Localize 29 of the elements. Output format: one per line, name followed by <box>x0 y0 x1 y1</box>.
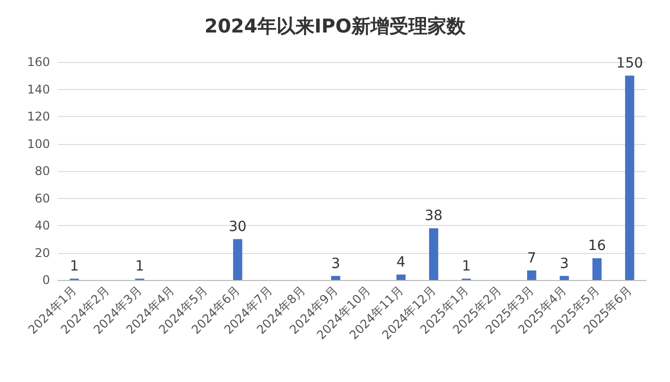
data-label: 30 <box>228 219 247 236</box>
data-label: 16 <box>588 238 606 254</box>
y-tick-label: 100 <box>27 136 50 151</box>
y-tick-label: 140 <box>27 82 50 96</box>
data-label: 1 <box>70 258 79 275</box>
y-tick-label: 0 <box>42 273 50 287</box>
data-label: 1 <box>135 258 144 275</box>
data-label: 7 <box>527 250 536 266</box>
data-label: 3 <box>331 256 340 272</box>
bar <box>527 270 536 280</box>
data-label: 3 <box>560 256 569 272</box>
y-tick-label: 80 <box>34 164 50 178</box>
y-tick-label: 40 <box>34 218 50 232</box>
bar <box>396 274 406 280</box>
chart-title: 2024年以来IPO新增受理家数 <box>204 16 467 38</box>
data-label: 1 <box>462 258 471 275</box>
data-label: 38 <box>424 208 443 224</box>
y-tick-label: 20 <box>34 246 50 260</box>
y-tick-label: 120 <box>27 110 50 124</box>
y-tick-label: 60 <box>34 191 50 206</box>
bar <box>429 228 438 280</box>
bar <box>592 258 602 280</box>
data-label: 150 <box>616 56 644 72</box>
bar <box>560 276 569 280</box>
y-tick-label: 160 <box>27 55 50 69</box>
bar <box>331 276 340 280</box>
data-label: 4 <box>396 254 406 271</box>
bar <box>625 76 634 280</box>
bar <box>233 239 242 280</box>
